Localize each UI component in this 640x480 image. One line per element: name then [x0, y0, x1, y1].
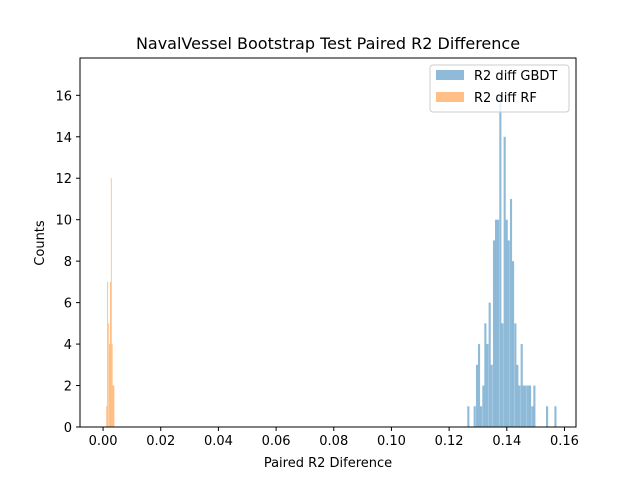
- legend-swatch-rf: [436, 92, 464, 102]
- histogram-bar-gbdt: [482, 385, 485, 427]
- histogram-bar-gbdt: [531, 406, 534, 427]
- histogram-bar-gbdt: [467, 406, 470, 427]
- y-tick-label: 0: [64, 421, 72, 436]
- histogram-bar-gbdt: [475, 364, 479, 427]
- y-tick-label: 12: [55, 172, 72, 187]
- histogram-bar-gbdt: [514, 323, 517, 427]
- histogram-bar-gbdt: [505, 219, 508, 427]
- histogram-bar-gbdt: [554, 406, 557, 427]
- x-tick-label: 0.10: [377, 434, 406, 449]
- histogram-bar-gbdt: [488, 302, 491, 427]
- histogram-bar-gbdt: [546, 406, 549, 427]
- histogram-bar-gbdt: [494, 219, 498, 427]
- x-tick-label: 0.16: [550, 434, 579, 449]
- legend-label-gbdt: R2 diff GBDT: [474, 69, 557, 84]
- x-tick-label: 0.08: [319, 434, 348, 449]
- histogram-bar-gbdt: [533, 385, 536, 427]
- histogram-bar-gbdt: [473, 406, 476, 427]
- histogram-bar-rf: [109, 281, 111, 427]
- histogram-bar-rf: [112, 385, 114, 427]
- histogram-bar-gbdt: [509, 198, 513, 427]
- legend-label-rf: R2 diff RF: [474, 91, 537, 106]
- x-axis: 0.00 0.02 0.04 0.06 0.08 0.10 0.12 0.14 0.16: [89, 427, 579, 449]
- y-tick-label: 6: [64, 297, 72, 312]
- histogram-bar-gbdt: [520, 344, 523, 427]
- histogram-bar-gbdt: [522, 385, 525, 427]
- y-tick-label: 16: [55, 89, 72, 104]
- y-axis: 0 2 4 6 8 10 12 14 16: [55, 89, 80, 436]
- x-tick-label: 0.04: [204, 434, 233, 449]
- x-tick-label: 0.12: [435, 434, 464, 449]
- y-tick-label: 2: [64, 380, 72, 395]
- histogram-bar-rf: [109, 344, 111, 427]
- histogram-bar-rf: [107, 281, 109, 427]
- x-axis-label: Paired R2 Diference: [264, 456, 392, 471]
- x-tick-label: 0.00: [89, 434, 118, 449]
- histogram-bar-gbdt: [511, 261, 515, 427]
- histogram-bar-gbdt: [486, 344, 489, 427]
- histogram-bar-gbdt: [526, 385, 530, 427]
- y-tick-label: 10: [55, 214, 72, 229]
- histogram-bar-rf: [113, 385, 115, 427]
- y-tick-label: 14: [55, 131, 72, 146]
- y-axis-label: Counts: [33, 220, 48, 266]
- histogram-bar-gbdt: [529, 385, 532, 427]
- histogram-bar-gbdt: [507, 240, 510, 427]
- histogram-bar-rf: [110, 178, 112, 427]
- histogram-bar-rf: [108, 323, 110, 427]
- legend-frame: [429, 64, 570, 113]
- x-tick-label: 0.14: [492, 434, 521, 449]
- legend: R2 diff GBDT R2 diff RF: [429, 64, 570, 113]
- histogram-bar-rf: [106, 406, 108, 427]
- x-tick-label: 0.06: [262, 434, 291, 449]
- histogram-bar-gbdt: [490, 364, 493, 427]
- histogram-bar-gbdt: [492, 240, 496, 427]
- plot-frame: [79, 57, 577, 428]
- x-tick-label: 0.02: [146, 434, 175, 449]
- histogram-bar-gbdt: [477, 344, 481, 427]
- y-tick-label: 4: [64, 338, 72, 353]
- histogram-bar-gbdt: [501, 323, 504, 427]
- histogram-bar-gbdt: [496, 219, 500, 427]
- histogram-bar-gbdt: [479, 406, 483, 427]
- histogram-bar-gbdt: [516, 364, 519, 427]
- y-tick-label: 8: [64, 255, 72, 270]
- chart-title: NavalVessel Bootstrap Test Paired R2 Dif…: [136, 34, 520, 53]
- histogram-bar-gbdt: [484, 323, 487, 427]
- histogram-bar-gbdt: [499, 95, 502, 427]
- histogram-bar-gbdt: [503, 136, 506, 427]
- histogram-bar-gbdt: [524, 385, 527, 427]
- bars-layer: [106, 95, 557, 427]
- legend-swatch-gbdt: [436, 70, 464, 80]
- histogram-bar-rf: [111, 344, 113, 427]
- histogram-bar-gbdt: [518, 385, 521, 427]
